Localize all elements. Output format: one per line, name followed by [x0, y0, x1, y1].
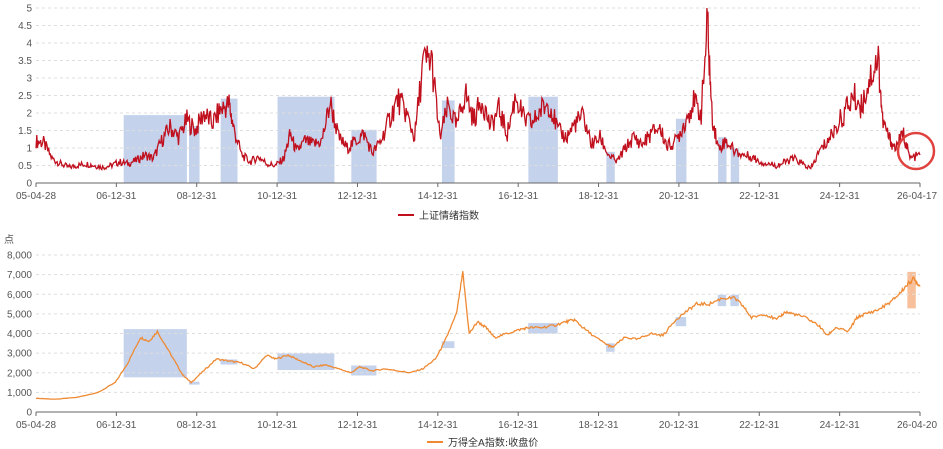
- y-tick-label: 4.5: [18, 21, 32, 32]
- y-tick-label: 0: [26, 179, 32, 190]
- highlight-band: [718, 137, 727, 183]
- y-tick-label: 7,000: [7, 270, 32, 281]
- sentiment-index-line: [35, 7, 921, 171]
- x-tick-label: 14-12-31: [418, 420, 458, 431]
- highlight-band: [220, 359, 238, 365]
- top-legend[interactable]: 上证情绪指数: [398, 209, 479, 222]
- x-tick-label: 24-12-31: [820, 191, 860, 202]
- highlight-band: [528, 323, 558, 334]
- bottom-y-axis: 0 1,000 2,000 3,000 4,000 5,000 6,000 7,000 8,00…: [7, 251, 32, 419]
- highlight-band: [351, 365, 377, 376]
- x-tick-label: 22-12-31: [739, 191, 779, 202]
- bottom-x-axis: 05-04-28 06-12-31 08-12-31 10-12-31 12-12-31…: [16, 412, 937, 431]
- x-tick-label: 26-04-20: [897, 420, 937, 431]
- x-tick-label: 10-12-31: [257, 420, 297, 431]
- x-tick-label: 10-12-31: [257, 191, 297, 202]
- x-tick-label: 22-12-31: [739, 420, 779, 431]
- x-tick-label: 18-12-31: [579, 191, 619, 202]
- top-highlight-bands: [123, 96, 740, 183]
- x-tick-label: 20-12-31: [659, 420, 699, 431]
- y-tick-label: 3,000: [7, 349, 32, 360]
- highlight-band: [528, 96, 558, 183]
- x-tick-label: 05-04-28: [16, 191, 56, 202]
- bottom-legend[interactable]: 万得全A指数:收盘价: [427, 436, 538, 449]
- y-tick-label: 8,000: [7, 251, 32, 262]
- highlight-band: [675, 316, 687, 327]
- y-tick-label: 5,000: [7, 309, 32, 320]
- highlight-band: [606, 343, 615, 352]
- highlight-band: [188, 381, 200, 385]
- x-tick-label: 24-12-31: [820, 420, 860, 431]
- x-tick-label: 16-12-31: [498, 420, 538, 431]
- x-tick-label: 12-12-31: [337, 191, 377, 202]
- wind-all-a-index-chart: 点 0 1,000 2,000 3,000 4,000 5,000 6,000 7,000 8,…: [4, 234, 937, 449]
- top-x-axis: 05-04-28 06-12-31 08-12-31 10-12-31 12-12-31…: [16, 183, 937, 202]
- x-tick-label: 20-12-31: [659, 191, 699, 202]
- bottom-y-axis-unit: 点: [4, 234, 14, 246]
- y-tick-label: 0: [26, 408, 32, 419]
- bottom-highlight-bands: [123, 271, 916, 385]
- y-tick-label: 5: [26, 4, 32, 15]
- x-tick-label: 26-04-17: [897, 191, 937, 202]
- x-tick-label: 14-12-31: [418, 191, 458, 202]
- highlight-band: [730, 294, 739, 307]
- current-period-band: [907, 271, 916, 309]
- x-tick-label: 05-04-28: [16, 420, 56, 431]
- y-tick-label: 2.5: [18, 91, 32, 102]
- highlight-band: [123, 115, 187, 183]
- y-tick-label: 3: [26, 74, 32, 85]
- y-tick-label: 2,000: [7, 368, 32, 379]
- x-tick-label: 06-12-31: [96, 420, 136, 431]
- bottom-legend-label: 万得全A指数:收盘价: [448, 436, 538, 449]
- wind-all-a-index-line: [35, 271, 921, 400]
- highlight-band: [675, 118, 687, 183]
- y-tick-label: 3.5: [18, 56, 32, 67]
- x-tick-label: 06-12-31: [96, 191, 136, 202]
- y-tick-label: 6,000: [7, 290, 32, 301]
- sentiment-index-chart: 0 0.5 1 1.5 2 2.5 3 3.5 4 4.5 5 05-04-28 06-12-31 08…: [16, 4, 937, 223]
- x-tick-label: 08-12-31: [177, 420, 217, 431]
- highlight-band: [220, 98, 238, 183]
- highlight-band: [606, 151, 615, 183]
- x-tick-label: 18-12-31: [579, 420, 619, 431]
- highlight-band: [717, 294, 727, 307]
- y-tick-label: 1.5: [18, 126, 32, 137]
- highlight-band: [441, 341, 455, 349]
- y-tick-label: 4: [26, 39, 32, 50]
- current-value-circle-marker: [896, 131, 936, 171]
- highlight-band: [189, 126, 200, 183]
- top-y-axis: 0 0.5 1 1.5 2 2.5 3 3.5 4 4.5 5: [18, 4, 32, 190]
- x-tick-label: 16-12-31: [498, 191, 538, 202]
- y-tick-label: 2: [26, 109, 32, 120]
- y-tick-label: 0.5: [18, 161, 32, 172]
- y-tick-label: 1,000: [7, 388, 32, 399]
- x-tick-label: 12-12-31: [337, 420, 377, 431]
- top-legend-label: 上证情绪指数: [419, 209, 479, 222]
- y-tick-label: 4,000: [7, 329, 32, 340]
- x-tick-label: 08-12-31: [177, 191, 217, 202]
- y-tick-label: 1: [26, 144, 32, 155]
